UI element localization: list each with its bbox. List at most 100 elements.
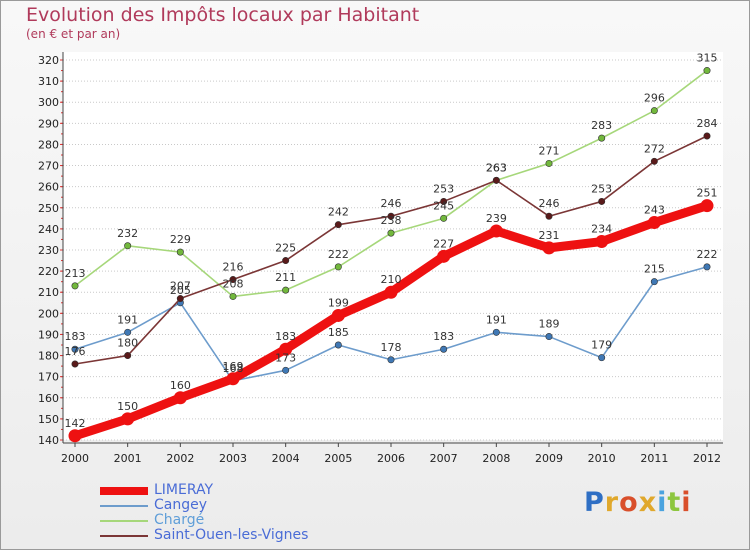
legend-swatch <box>100 486 148 495</box>
x-tick-label: 2006 <box>377 452 405 465</box>
data-label: 189 <box>539 318 560 331</box>
y-tick-label: 270 <box>38 160 59 173</box>
x-tick-label: 2007 <box>430 452 458 465</box>
data-point <box>595 235 609 249</box>
plot-area <box>63 52 723 440</box>
data-label: 245 <box>433 199 454 212</box>
data-label: 160 <box>170 379 191 392</box>
data-label: 234 <box>591 223 612 236</box>
legend: LIMERAY Cangey Chargé Saint-Ouen-les-Vignes <box>100 483 308 543</box>
data-point <box>334 221 342 229</box>
legend-item: Saint-Ouen-les-Vignes <box>100 528 308 543</box>
x-tick-label: 2003 <box>219 452 247 465</box>
y-tick-label: 220 <box>38 265 59 278</box>
data-point <box>384 285 398 299</box>
legend-label: Saint-Ouen-les-Vignes <box>154 527 309 543</box>
legend-label: Cangey <box>154 497 208 513</box>
line-chart: 140 150 160 170 180 190 200 210 220 230 240 250 260 2… <box>38 52 723 465</box>
data-point <box>387 356 395 364</box>
data-point <box>334 341 342 349</box>
data-point <box>282 286 290 294</box>
data-label: 246 <box>381 197 402 210</box>
data-label: 271 <box>539 144 560 157</box>
y-tick-label: 140 <box>38 434 59 447</box>
x-tick-label: 2001 <box>114 452 142 465</box>
y-tick-label: 300 <box>38 96 59 109</box>
data-point <box>703 263 711 271</box>
y-tick-label: 210 <box>38 286 59 299</box>
data-point <box>124 328 132 336</box>
data-label: 150 <box>117 400 138 413</box>
y-tick-label: 230 <box>38 244 59 257</box>
y-tick-label: 280 <box>38 138 59 151</box>
data-label: 215 <box>644 263 665 276</box>
legend-item: LIMERAY <box>100 483 308 498</box>
data-label: 210 <box>381 273 402 286</box>
x-tick-label: 2008 <box>482 452 510 465</box>
data-point <box>173 391 187 405</box>
data-label: 213 <box>65 267 86 280</box>
legend-label: LIMERAY <box>154 482 214 498</box>
data-label: 205 <box>170 284 191 297</box>
data-label: 232 <box>117 227 138 240</box>
data-label: 183 <box>65 330 86 343</box>
data-label: 180 <box>117 337 138 350</box>
x-tick-label: 2002 <box>166 452 194 465</box>
data-point <box>647 216 661 230</box>
data-label: 208 <box>223 277 244 290</box>
data-point <box>124 352 132 360</box>
data-label: 211 <box>275 271 296 284</box>
data-point <box>124 242 132 250</box>
data-label: 253 <box>591 182 612 195</box>
data-label: 169 <box>223 360 244 373</box>
data-point <box>598 197 606 205</box>
data-point <box>545 212 553 220</box>
legend-label: Chargé <box>154 512 205 528</box>
data-label: 185 <box>328 326 349 339</box>
data-point <box>331 308 345 322</box>
y-tick-label: 150 <box>38 413 59 426</box>
data-point <box>542 241 556 255</box>
data-label: 183 <box>275 330 296 343</box>
data-label: 263 <box>486 161 507 174</box>
data-label: 251 <box>697 187 718 200</box>
data-point <box>226 372 240 386</box>
data-point <box>71 282 79 290</box>
data-point <box>650 157 658 165</box>
x-tick-label: 2011 <box>640 452 668 465</box>
data-point <box>545 159 553 167</box>
y-tick-label: 160 <box>38 392 59 405</box>
data-label: 296 <box>644 92 665 105</box>
data-point <box>229 292 237 300</box>
data-point <box>334 263 342 271</box>
data-label: 263 <box>486 161 507 174</box>
data-label: 222 <box>697 248 718 261</box>
data-label: 253 <box>433 182 454 195</box>
data-point <box>650 107 658 115</box>
data-point <box>598 354 606 362</box>
data-label: 183 <box>433 330 454 343</box>
chart-subtitle: (en € et par an) <box>26 27 121 41</box>
data-point <box>703 67 711 75</box>
x-tick-label: 2010 <box>588 452 616 465</box>
data-label: 284 <box>697 117 718 130</box>
data-label: 142 <box>65 417 86 430</box>
legend-swatch <box>100 534 148 537</box>
data-point <box>176 248 184 256</box>
legend-item: Chargé <box>100 513 308 528</box>
proxiti-logo: Proxiti <box>584 487 692 518</box>
data-label: 315 <box>697 52 718 65</box>
data-label: 243 <box>644 204 665 217</box>
data-label: 222 <box>328 248 349 261</box>
data-point <box>68 429 82 443</box>
data-label: 168 <box>223 362 244 375</box>
data-point <box>176 295 184 303</box>
data-label: 191 <box>486 313 507 326</box>
data-label: 176 <box>65 345 86 358</box>
data-point <box>492 176 500 184</box>
y-tick-label: 190 <box>38 328 59 341</box>
x-tick-label: 2005 <box>324 452 352 465</box>
legend-swatch <box>100 504 148 507</box>
x-tick-label: 2004 <box>272 452 300 465</box>
data-label: 207 <box>170 280 191 293</box>
